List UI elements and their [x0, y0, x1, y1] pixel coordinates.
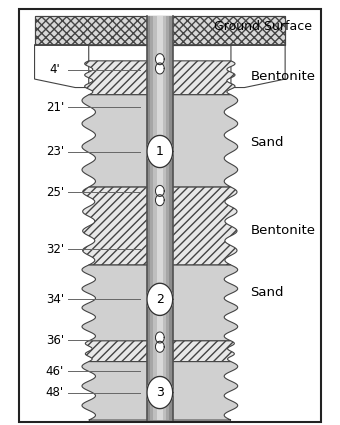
Bar [147, 16, 150, 420]
Polygon shape [82, 362, 238, 420]
Text: 2: 2 [156, 293, 164, 306]
Text: 34': 34' [46, 293, 64, 306]
Text: Bentonite: Bentonite [251, 71, 316, 83]
Text: 3: 3 [156, 386, 164, 399]
Text: 36': 36' [46, 334, 64, 346]
Bar [170, 16, 173, 420]
Bar [147, 16, 173, 420]
Bar [166, 16, 170, 420]
Text: 4': 4' [50, 63, 60, 76]
Polygon shape [85, 61, 235, 95]
Bar [157, 16, 160, 420]
Polygon shape [231, 45, 285, 88]
Text: 1: 1 [156, 145, 164, 158]
Polygon shape [155, 195, 164, 206]
Polygon shape [83, 187, 237, 265]
Bar [160, 16, 163, 420]
Polygon shape [82, 95, 238, 187]
Polygon shape [35, 16, 285, 45]
Polygon shape [35, 45, 89, 88]
Polygon shape [85, 341, 234, 362]
Polygon shape [155, 332, 164, 343]
Polygon shape [82, 265, 238, 341]
Polygon shape [155, 341, 164, 352]
Polygon shape [147, 283, 173, 315]
Text: Ground Surface: Ground Surface [214, 20, 312, 33]
Bar [150, 16, 153, 420]
Polygon shape [155, 63, 164, 74]
Text: 48': 48' [46, 386, 64, 399]
Bar [153, 16, 157, 420]
Text: Bentonite: Bentonite [251, 224, 316, 237]
Text: 32': 32' [46, 243, 64, 256]
Polygon shape [147, 136, 173, 167]
Polygon shape [35, 16, 285, 45]
Polygon shape [155, 185, 164, 196]
Text: 23': 23' [46, 145, 64, 158]
Bar [163, 16, 166, 420]
Polygon shape [155, 54, 164, 65]
Polygon shape [147, 377, 173, 408]
Bar [19, 9, 321, 422]
Text: Sand: Sand [251, 286, 284, 300]
Text: 21': 21' [46, 101, 64, 114]
Text: Sand: Sand [251, 136, 284, 149]
Text: 25': 25' [46, 186, 64, 198]
Text: 46': 46' [46, 365, 64, 378]
